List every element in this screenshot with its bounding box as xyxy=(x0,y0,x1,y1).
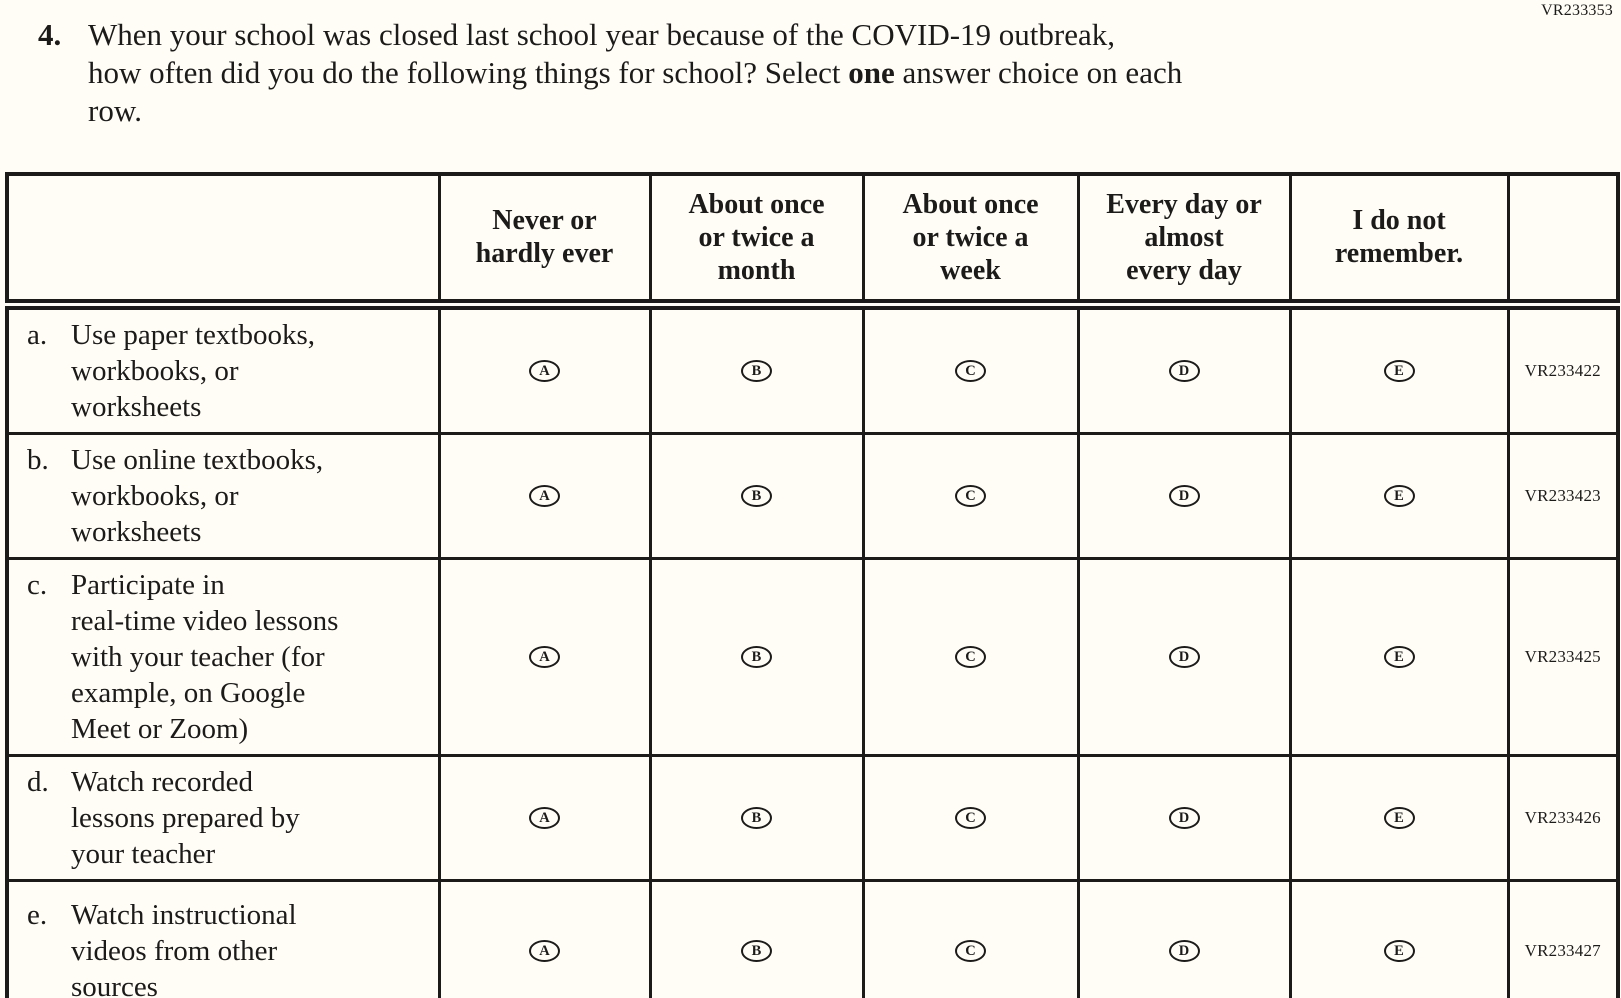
option-cell: B xyxy=(648,878,865,998)
answer-bubble-e[interactable]: E xyxy=(1383,645,1415,668)
answer-bubble-d[interactable]: D xyxy=(1168,359,1200,382)
answer-bubble-d[interactable]: D xyxy=(1168,484,1200,507)
row-label-cell: d. Watch recorded lessons prepared by yo… xyxy=(5,753,441,882)
option-cell: B xyxy=(648,753,865,882)
answer-bubble-e[interactable]: E xyxy=(1383,484,1415,507)
answer-bubble-a[interactable]: A xyxy=(529,359,560,382)
row-label-cell: a. Use paper textbooks, workbooks, or wo… xyxy=(5,302,441,435)
answer-bubble-b[interactable]: B xyxy=(741,940,772,963)
row-code: VR233426 xyxy=(1506,753,1620,882)
row-label: Watch recorded lessons prepared by your … xyxy=(71,765,300,870)
option-cell: B xyxy=(648,431,865,560)
row-letter: c. xyxy=(27,568,48,601)
row-code: VR233423 xyxy=(1506,431,1620,560)
table-row-a: a. Use paper textbooks, workbooks, or wo… xyxy=(5,302,1620,435)
answer-bubble-b[interactable]: B xyxy=(741,359,772,382)
option-cell: B xyxy=(648,556,865,757)
row-label-cell: e. Watch instructional videos from other… xyxy=(5,878,441,998)
answer-bubble-d[interactable]: D xyxy=(1168,940,1200,963)
table-row-d: d. Watch recorded lessons prepared by yo… xyxy=(5,753,1620,882)
question-number: 4. xyxy=(38,17,62,52)
option-cell: E xyxy=(1288,431,1510,560)
option-cell: C xyxy=(861,302,1080,435)
option-cell: A xyxy=(437,431,652,560)
answer-bubble-c[interactable]: C xyxy=(955,940,986,963)
option-cell: A xyxy=(437,302,652,435)
answer-bubble-a[interactable]: A xyxy=(529,806,560,829)
option-cell: C xyxy=(861,878,1080,998)
answer-bubble-e[interactable]: E xyxy=(1383,359,1415,382)
option-cell: E xyxy=(1288,878,1510,998)
option-cell: A xyxy=(437,556,652,757)
answer-bubble-b[interactable]: B xyxy=(741,806,772,829)
answer-bubble-c[interactable]: C xyxy=(955,645,986,668)
row-code: VR233425 xyxy=(1506,556,1620,757)
option-cell: E xyxy=(1288,556,1510,757)
answer-bubble-c[interactable]: C xyxy=(955,484,986,507)
table-row-e: e. Watch instructional videos from other… xyxy=(5,878,1620,998)
answer-bubble-e[interactable]: E xyxy=(1383,940,1415,963)
column-header-once-week: About once or twice a week xyxy=(861,172,1080,310)
option-cell: A xyxy=(437,753,652,882)
option-cell: D xyxy=(1076,431,1292,560)
row-label-cell: c. Participate in real-time video lesson… xyxy=(5,556,441,757)
row-letter: d. xyxy=(27,765,49,798)
table-row-c: c. Participate in real-time video lesson… xyxy=(5,556,1620,757)
answer-bubble-a[interactable]: A xyxy=(529,645,560,668)
header-empty-cell xyxy=(5,172,441,310)
row-label: Watch instructional videos from other so… xyxy=(71,899,297,998)
option-cell: C xyxy=(861,556,1080,757)
answer-bubble-b[interactable]: B xyxy=(741,645,772,668)
row-label: Participate in real-time video lessons w… xyxy=(71,568,339,745)
option-cell: E xyxy=(1288,302,1510,435)
answer-bubble-e[interactable]: E xyxy=(1383,806,1415,829)
question-text-bold: one xyxy=(848,55,895,90)
option-cell: C xyxy=(861,431,1080,560)
row-code: VR233422 xyxy=(1506,302,1620,435)
answer-bubble-a[interactable]: A xyxy=(529,484,560,507)
option-cell: B xyxy=(648,302,865,435)
option-cell: D xyxy=(1076,302,1292,435)
answer-bubble-c[interactable]: C xyxy=(955,359,986,382)
option-cell: C xyxy=(861,753,1080,882)
table-row-b: b. Use online textbooks, workbooks, or w… xyxy=(5,431,1620,560)
row-letter: a. xyxy=(27,318,48,351)
header-code-cell xyxy=(1506,172,1620,310)
answer-bubble-d[interactable]: D xyxy=(1168,645,1200,668)
row-label-cell: b. Use online textbooks, workbooks, or w… xyxy=(5,431,441,560)
survey-table: Never or hardly ever About once or twice… xyxy=(5,172,1620,998)
option-cell: E xyxy=(1288,753,1510,882)
option-cell: A xyxy=(437,878,652,998)
row-label: Use online textbooks, workbooks, or work… xyxy=(71,443,324,548)
question-block: 4. When your school was closed last scho… xyxy=(38,16,1558,130)
option-cell: D xyxy=(1076,556,1292,757)
answer-bubble-d[interactable]: D xyxy=(1168,806,1200,829)
option-cell: D xyxy=(1076,878,1292,998)
column-header-never: Never or hardly ever xyxy=(437,172,652,310)
table-header-row: Never or hardly ever About once or twice… xyxy=(5,172,1620,310)
column-header-once-month: About once or twice a month xyxy=(648,172,865,310)
question-text-part1: When your school was closed last school … xyxy=(88,17,1115,90)
question-text-part2: answer choice on each row. xyxy=(88,55,1183,128)
column-header-not-remember: I do not remember. xyxy=(1288,172,1510,310)
option-cell: D xyxy=(1076,753,1292,882)
page-code: VR233353 xyxy=(1541,2,1613,19)
answer-bubble-b[interactable]: B xyxy=(741,484,772,507)
row-letter: e. xyxy=(27,899,48,932)
column-header-every-day: Every day or almost every day xyxy=(1076,172,1292,310)
row-label: Use paper textbooks, workbooks, or works… xyxy=(71,318,316,423)
row-letter: b. xyxy=(27,443,49,476)
question-text: When your school was closed last school … xyxy=(88,16,1558,130)
answer-bubble-c[interactable]: C xyxy=(955,806,986,829)
row-code: VR233427 xyxy=(1506,878,1620,998)
answer-bubble-a[interactable]: A xyxy=(529,940,560,963)
